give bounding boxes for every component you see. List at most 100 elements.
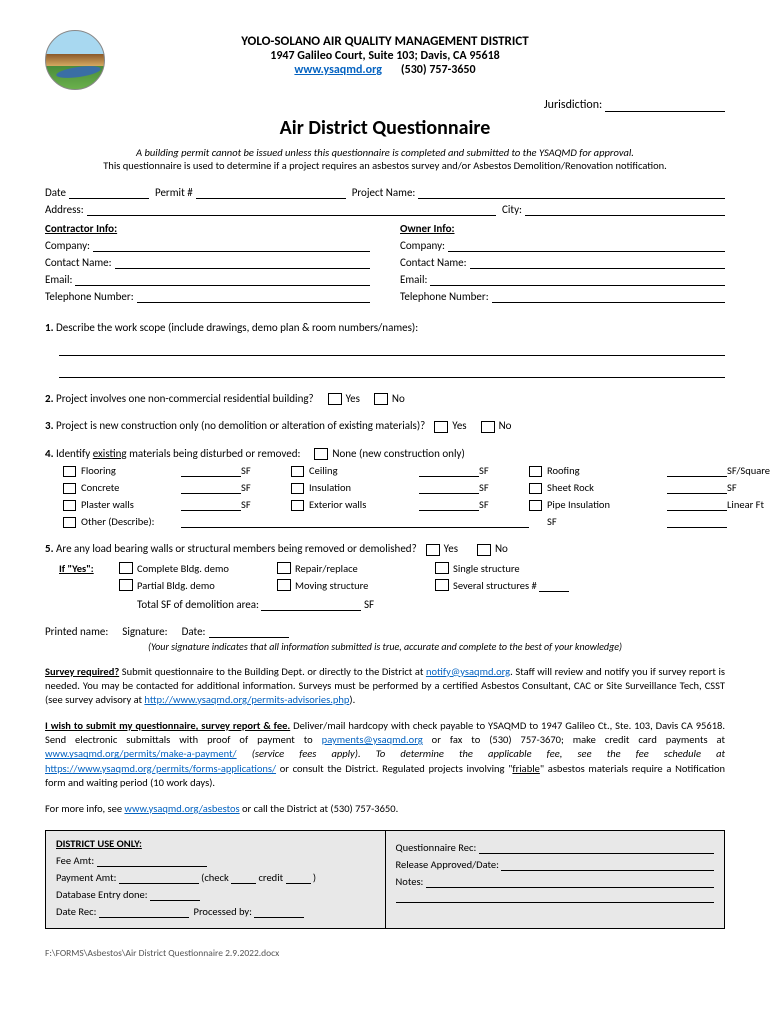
jurisdiction-label: Jurisdiction: xyxy=(544,98,602,112)
owner-phone-input[interactable] xyxy=(492,291,725,303)
q1-input-line1[interactable] xyxy=(59,344,725,356)
q4-none-checkbox[interactable] xyxy=(314,448,328,460)
q3-yes-checkbox[interactable] xyxy=(434,421,448,433)
cb-exterior[interactable] xyxy=(291,500,304,511)
q4-none-label: None (new construction only) xyxy=(332,447,464,460)
cb-flooring[interactable] xyxy=(63,466,76,477)
address-input[interactable] xyxy=(87,204,496,216)
in-exterior[interactable] xyxy=(419,500,479,511)
q4-text-u: existing xyxy=(93,447,127,460)
printed-name-label: Printed name: xyxy=(45,625,108,638)
q4-text-b: materials being disturbed or removed: xyxy=(127,447,301,460)
row-address-city: Address: City: xyxy=(45,203,725,216)
in-plaster[interactable] xyxy=(181,500,241,511)
in-ceiling[interactable] xyxy=(419,466,479,477)
owner-company-input[interactable] xyxy=(448,240,725,252)
website-link[interactable]: www.ysaqmd.org xyxy=(294,63,382,77)
in-other[interactable] xyxy=(181,517,529,528)
row-date-permit-project: Date Permit # Project Name: xyxy=(45,186,725,199)
city-input[interactable] xyxy=(525,205,725,216)
signature-note: (Your signature indicates that all infor… xyxy=(45,640,725,653)
cb-other[interactable] xyxy=(63,517,76,528)
fee-input[interactable] xyxy=(97,856,207,867)
q3-text: Project is new construction only (no dem… xyxy=(56,419,425,432)
contractor-phone-input[interactable] xyxy=(137,291,370,303)
date-input[interactable] xyxy=(69,188,149,199)
contractor-email-input[interactable] xyxy=(75,274,370,286)
in-several-count[interactable] xyxy=(539,581,569,592)
cb-concrete[interactable] xyxy=(63,483,76,494)
q-rec-input[interactable] xyxy=(479,843,714,854)
project-name-input[interactable] xyxy=(418,187,725,199)
owner-email-input[interactable] xyxy=(430,274,725,286)
db-entry-input[interactable] xyxy=(150,890,200,901)
q5-yes-checkbox[interactable] xyxy=(426,544,440,556)
district-heading: DISTRICT USE ONLY: xyxy=(56,837,375,850)
date-rec-input[interactable] xyxy=(99,907,189,918)
in-pipe[interactable] xyxy=(667,500,727,511)
cb-moving[interactable] xyxy=(277,579,291,591)
db-entry-label: Database Entry done: xyxy=(56,888,148,901)
ifyes-label: If "Yes": xyxy=(59,562,119,575)
in-roofing[interactable] xyxy=(667,466,727,477)
sig-date-input[interactable] xyxy=(209,627,289,638)
lbl-insulation: Insulation xyxy=(309,481,419,494)
question-2: 2. Project involves one non-commercial r… xyxy=(45,392,725,405)
cb-insulation[interactable] xyxy=(291,483,304,494)
cb-partial-demo[interactable] xyxy=(119,579,133,591)
u-sf8: SF xyxy=(547,515,667,528)
cb-single[interactable] xyxy=(435,562,449,574)
notes-input[interactable] xyxy=(426,877,714,888)
cb-several[interactable] xyxy=(435,579,449,591)
payments-email-link[interactable]: payments@ysaqmd.org xyxy=(322,733,423,746)
owner-contact-input[interactable] xyxy=(470,257,725,269)
cb-pipe[interactable] xyxy=(529,500,542,511)
notes-label: Notes: xyxy=(396,875,424,888)
jurisdiction-input[interactable] xyxy=(605,111,725,112)
q2-no-checkbox[interactable] xyxy=(374,393,388,405)
lbl-complete-demo: Complete Bldg. demo xyxy=(137,562,277,575)
owner-heading: Owner Info: xyxy=(400,222,725,235)
contractor-contact-input[interactable] xyxy=(115,257,370,269)
in-concrete[interactable] xyxy=(181,483,241,494)
payment-link[interactable]: www.ysaqmd.org/permits/make-a-payment/ xyxy=(45,747,237,760)
contractor-company-input[interactable] xyxy=(93,240,370,252)
q1-num: 1. xyxy=(45,321,54,334)
cb-roofing[interactable] xyxy=(529,466,542,477)
release-input[interactable] xyxy=(501,860,714,871)
credit-input[interactable] xyxy=(286,873,311,884)
lbl-partial-demo: Partial Bldg. demo xyxy=(137,579,277,592)
permit-input[interactable] xyxy=(196,188,346,199)
q1-text: Describe the work scope (include drawing… xyxy=(56,321,418,334)
q2-yes-label: Yes xyxy=(346,392,360,405)
q1-input-line2[interactable] xyxy=(59,366,725,378)
lbl-other: Other (Describe): xyxy=(81,515,181,528)
in-sheetrock[interactable] xyxy=(667,483,727,494)
owner-contact-label: Contact Name: xyxy=(400,256,467,269)
notify-email-link[interactable]: notify@ysaqmd.org xyxy=(426,665,510,678)
cb-sheetrock[interactable] xyxy=(529,483,542,494)
p2-lead: I wish to submit my questionnaire, surve… xyxy=(45,719,290,732)
q4-num: 4. xyxy=(45,447,54,460)
notes-input-2[interactable] xyxy=(396,892,715,903)
forms-link[interactable]: https://www.ysaqmd.org/permits/forms-app… xyxy=(45,762,276,775)
q2-yes-checkbox[interactable] xyxy=(328,393,342,405)
q3-no-checkbox[interactable] xyxy=(481,421,495,433)
total-sf-input[interactable] xyxy=(261,600,361,611)
cb-complete-demo[interactable] xyxy=(119,562,133,574)
payment-input[interactable] xyxy=(119,873,199,884)
in-flooring[interactable] xyxy=(181,466,241,477)
in-insulation[interactable] xyxy=(419,483,479,494)
release-label: Release Approved/Date: xyxy=(396,858,499,871)
cb-ceiling[interactable] xyxy=(291,466,304,477)
cb-plaster[interactable] xyxy=(63,500,76,511)
u-sf6: SF xyxy=(241,498,291,511)
sig-date-label: Date: xyxy=(182,625,206,638)
processed-input[interactable] xyxy=(254,907,304,918)
advisories-link[interactable]: http://www.ysaqmd.org/permits-advisories… xyxy=(144,693,349,706)
asbestos-link[interactable]: www.ysaqmd.org/asbestos xyxy=(124,802,239,815)
q5-no-checkbox[interactable] xyxy=(477,544,491,556)
in-other-sf[interactable] xyxy=(667,517,727,528)
cb-repair[interactable] xyxy=(277,562,291,574)
check-input[interactable] xyxy=(231,873,256,884)
